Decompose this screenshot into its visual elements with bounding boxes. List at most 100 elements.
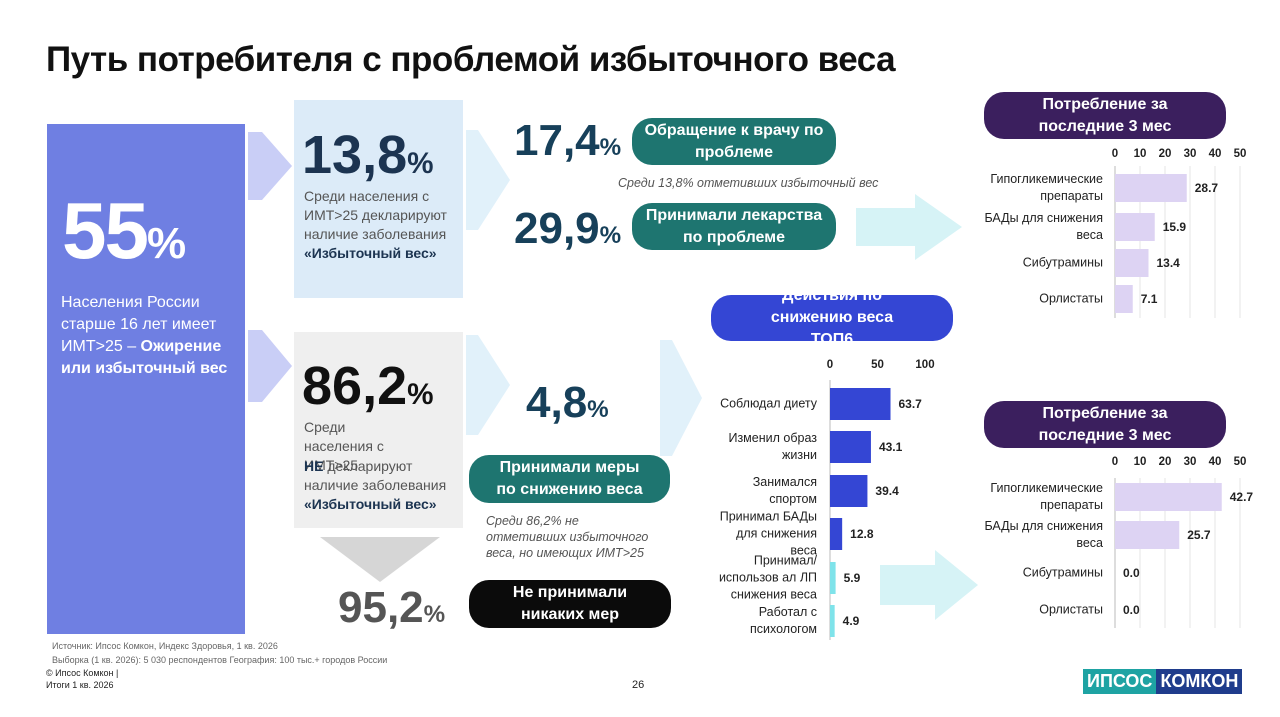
x-tick-label: 10 bbox=[1133, 456, 1147, 468]
bar bbox=[1115, 213, 1155, 241]
x-tick-label: 50 bbox=[871, 359, 884, 371]
value-label: 0.0 bbox=[1123, 603, 1140, 617]
value: 4,8 bbox=[526, 378, 588, 427]
x-tick-label: 30 bbox=[1183, 148, 1197, 160]
text-bold: НЕ bbox=[304, 458, 324, 474]
bar bbox=[830, 431, 871, 463]
not-declared-text-2: НЕ декларируют наличие заболевания «Избы… bbox=[304, 457, 454, 514]
x-tick-label: 0 bbox=[826, 359, 834, 371]
arrow bbox=[880, 550, 978, 620]
unit: % bbox=[407, 378, 434, 411]
no-measures-label: Не принимали никаких мер bbox=[469, 580, 671, 628]
category-label: Орлистаты bbox=[1039, 291, 1103, 306]
category-label: Сибутрамины bbox=[1022, 255, 1103, 270]
text: Населения России старше 16 лет имеет ИМТ… bbox=[61, 294, 217, 355]
arrow bbox=[466, 335, 510, 435]
category-label: Работал с психологом bbox=[749, 605, 817, 636]
measures-value: 4,8% bbox=[526, 378, 609, 428]
x-tick-label: 40 bbox=[1208, 148, 1222, 160]
value-label: 0.0 bbox=[1123, 566, 1140, 580]
value-label: 4.9 bbox=[842, 614, 860, 628]
bar bbox=[830, 605, 835, 637]
measures-label: Принимали меры по снижению веса bbox=[469, 455, 670, 503]
declared-box bbox=[294, 100, 463, 298]
category-label: Гипогликемические препараты bbox=[990, 481, 1103, 512]
declared-text: Среди населения с ИМТ>25 декларируют нал… bbox=[304, 187, 456, 263]
logo: ИПСОС КОМКОН bbox=[1083, 669, 1243, 694]
note: Среди 13,8% отметивших избыточный вес bbox=[618, 176, 879, 190]
page-number: 26 bbox=[632, 679, 645, 691]
category-label: Принимал/использов ал ЛП снижения веса bbox=[718, 553, 817, 602]
value-label: 25.7 bbox=[1187, 528, 1211, 542]
copyright: © Ипсос Комкон | bbox=[46, 668, 119, 678]
period: Итоги 1 кв. 2026 bbox=[46, 680, 114, 690]
logo-part: ИПСОС bbox=[1083, 669, 1157, 694]
unit: % bbox=[407, 147, 434, 180]
bar bbox=[830, 562, 836, 594]
unit: % bbox=[587, 396, 609, 423]
x-tick-label: 10 bbox=[1133, 148, 1147, 160]
bar bbox=[830, 518, 843, 550]
unit: % bbox=[423, 601, 446, 628]
doctor-label: Обращение к врачу по проблеме bbox=[632, 118, 836, 165]
no-measures-total: 95,2% bbox=[338, 583, 445, 633]
arrow bbox=[660, 340, 702, 456]
value: 55 bbox=[62, 186, 149, 275]
text: Среди населения с ИМТ>25 bbox=[304, 419, 384, 473]
chart-title: Потребление за последние 3 мес bbox=[984, 92, 1226, 139]
bar bbox=[1115, 521, 1180, 549]
left-panel bbox=[47, 124, 245, 634]
x-tick-label: 20 bbox=[1158, 148, 1172, 160]
value: 13,8 bbox=[302, 125, 408, 185]
value-label: 13.4 bbox=[1156, 256, 1180, 270]
value-label: 7.1 bbox=[1140, 292, 1158, 306]
chart-title: Потребление за последние 3 мес bbox=[984, 401, 1226, 448]
x-tick-label: 0 bbox=[1111, 456, 1119, 468]
bar bbox=[830, 388, 891, 420]
left-value: 55% bbox=[62, 185, 186, 277]
left-text: Населения России старше 16 лет имеет ИМТ… bbox=[61, 292, 231, 380]
bar bbox=[830, 475, 868, 507]
value: 95,2 bbox=[338, 583, 424, 632]
value-label: 43.1 bbox=[878, 440, 903, 454]
value-label: 12.8 bbox=[850, 527, 874, 541]
category-label: Сибутрамины bbox=[1022, 565, 1103, 580]
arrow-down bbox=[320, 537, 440, 582]
sample: Выборка (1 кв. 2026): 5 030 респондентов… bbox=[52, 655, 388, 665]
category-label: БАДы для снижения веса bbox=[984, 519, 1103, 550]
arrow bbox=[248, 132, 292, 200]
text-bold: «Избыточный вес» bbox=[304, 496, 437, 512]
not-declared-box bbox=[294, 332, 463, 528]
text-bold: Ожирение или избыточный вес bbox=[61, 338, 228, 377]
category-label: Занимался спортом bbox=[752, 475, 817, 506]
value: 29,9 bbox=[514, 204, 600, 253]
value: 17,4 bbox=[514, 116, 600, 165]
text: Среди населения с ИМТ>25 декларируют нал… bbox=[304, 188, 447, 242]
logo-part: КОМКОН bbox=[1156, 669, 1243, 694]
unit: % bbox=[146, 219, 186, 268]
medication-value: 29,9% bbox=[514, 204, 621, 254]
medication-label: Принимали лекарства по проблеме bbox=[632, 203, 836, 250]
source: Источник: Ипсос Комкон, Индекс Здоровья,… bbox=[52, 641, 278, 651]
text: декларируют наличие заболевания bbox=[304, 458, 447, 493]
value-label: 5.9 bbox=[843, 571, 861, 585]
category-label: Орлистаты bbox=[1039, 602, 1103, 617]
value-label: 15.9 bbox=[1162, 220, 1187, 234]
unit: % bbox=[599, 222, 622, 249]
x-tick-label: 40 bbox=[1208, 456, 1222, 468]
bar bbox=[1115, 483, 1222, 511]
arrow bbox=[856, 194, 962, 260]
value-label: 39.4 bbox=[875, 484, 899, 498]
category-label: Соблюдал диету bbox=[720, 396, 817, 411]
slide-title: Путь потребителя с проблемой избыточного… bbox=[46, 40, 896, 79]
not-declared-text: Среди населения с ИМТ>25 bbox=[304, 418, 404, 475]
declared-value: 13,8% bbox=[302, 124, 434, 186]
bar bbox=[1115, 249, 1149, 277]
x-tick-label: 50 bbox=[1233, 456, 1247, 468]
category-label: БАДы для снижения веса bbox=[984, 211, 1103, 242]
value-label: 42.7 bbox=[1229, 490, 1254, 504]
unit: % bbox=[599, 134, 622, 161]
arrow bbox=[466, 130, 510, 230]
x-tick-label: 30 bbox=[1183, 456, 1197, 468]
